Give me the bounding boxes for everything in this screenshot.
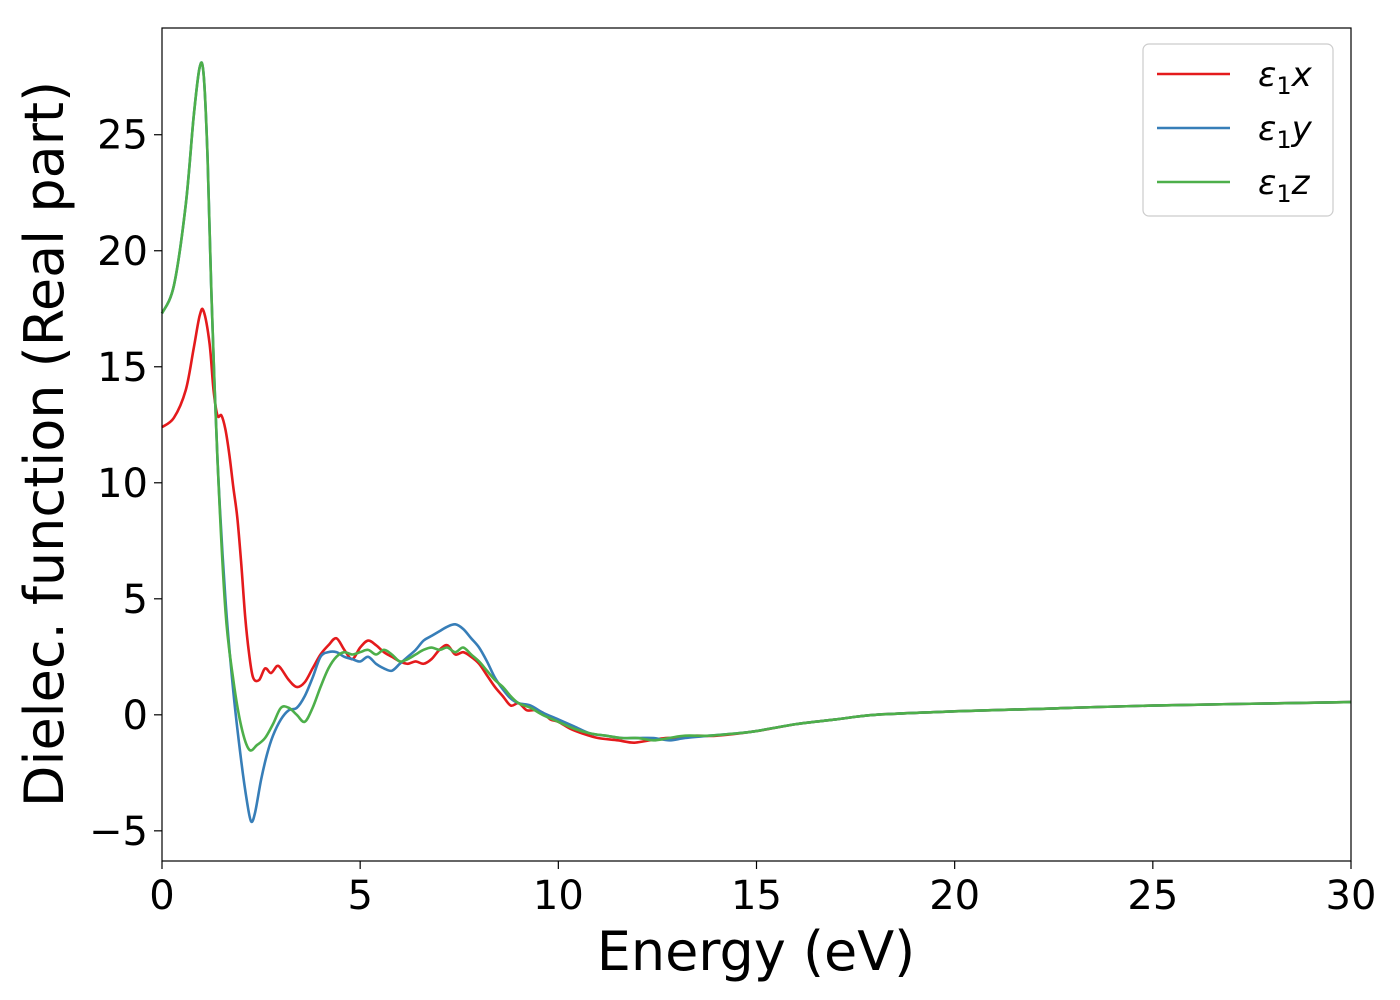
legend-box [1142,43,1334,217]
legend-items: ε1x ε1y ε1z [1157,55,1313,208]
legend-label-y: ε1y [1258,109,1313,154]
y-tick-label: −5 [89,809,148,855]
x-axis: 0 5 10 15 20 25 30 [149,861,1376,919]
x-tick-label: 25 [1127,873,1178,919]
legend-label-x: ε1x [1258,55,1313,100]
legend-label-z: ε1z [1258,163,1311,208]
series-line-y [160,61,1352,824]
y-axis: −5 0 5 10 15 20 25 [89,113,162,855]
y-tick-label: 25 [97,113,148,159]
x-tick-label: 30 [1326,873,1377,919]
x-tick-label: 10 [533,873,584,919]
x-tick-label: 20 [929,873,980,919]
series-line-z [160,61,1352,752]
y-tick-label: 5 [123,577,148,623]
y-tick-label: 15 [97,345,148,391]
legend: ε1x ε1y ε1z [1142,43,1334,217]
x-tick-label: 15 [731,873,782,919]
x-axis-title: Energy (eV) [597,920,916,983]
x-tick-label: 5 [347,873,372,919]
y-tick-label: 20 [97,229,148,275]
y-tick-label: 10 [97,461,148,507]
x-tick-label: 0 [149,873,174,919]
y-tick-label: 0 [123,693,148,739]
y-axis-title: Dielec. function (Real part) [13,81,76,807]
plot-lines [160,61,1352,824]
